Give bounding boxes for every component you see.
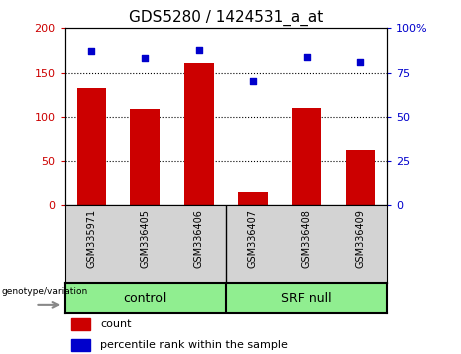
Point xyxy=(142,56,149,61)
Bar xyxy=(130,109,160,205)
Point xyxy=(195,47,203,52)
Text: SRF null: SRF null xyxy=(281,292,332,305)
Bar xyxy=(238,192,267,205)
Text: genotype/variation: genotype/variation xyxy=(1,287,88,296)
Title: GDS5280 / 1424531_a_at: GDS5280 / 1424531_a_at xyxy=(129,9,323,25)
Point xyxy=(88,48,95,54)
Text: GSM336407: GSM336407 xyxy=(248,209,258,268)
Bar xyxy=(77,88,106,205)
Bar xyxy=(71,318,90,330)
Text: GSM335971: GSM335971 xyxy=(86,209,96,268)
Point xyxy=(303,54,310,59)
Bar xyxy=(184,63,214,205)
Text: GSM336406: GSM336406 xyxy=(194,209,204,268)
Text: percentile rank within the sample: percentile rank within the sample xyxy=(100,339,288,350)
Bar xyxy=(292,108,321,205)
Text: control: control xyxy=(124,292,167,305)
Text: GSM336405: GSM336405 xyxy=(140,209,150,268)
Bar xyxy=(346,149,375,205)
Text: GSM336409: GSM336409 xyxy=(355,209,366,268)
Text: count: count xyxy=(100,319,131,329)
Point xyxy=(357,59,364,65)
Bar xyxy=(71,338,90,351)
Text: GSM336408: GSM336408 xyxy=(301,209,312,268)
Point xyxy=(249,79,256,84)
